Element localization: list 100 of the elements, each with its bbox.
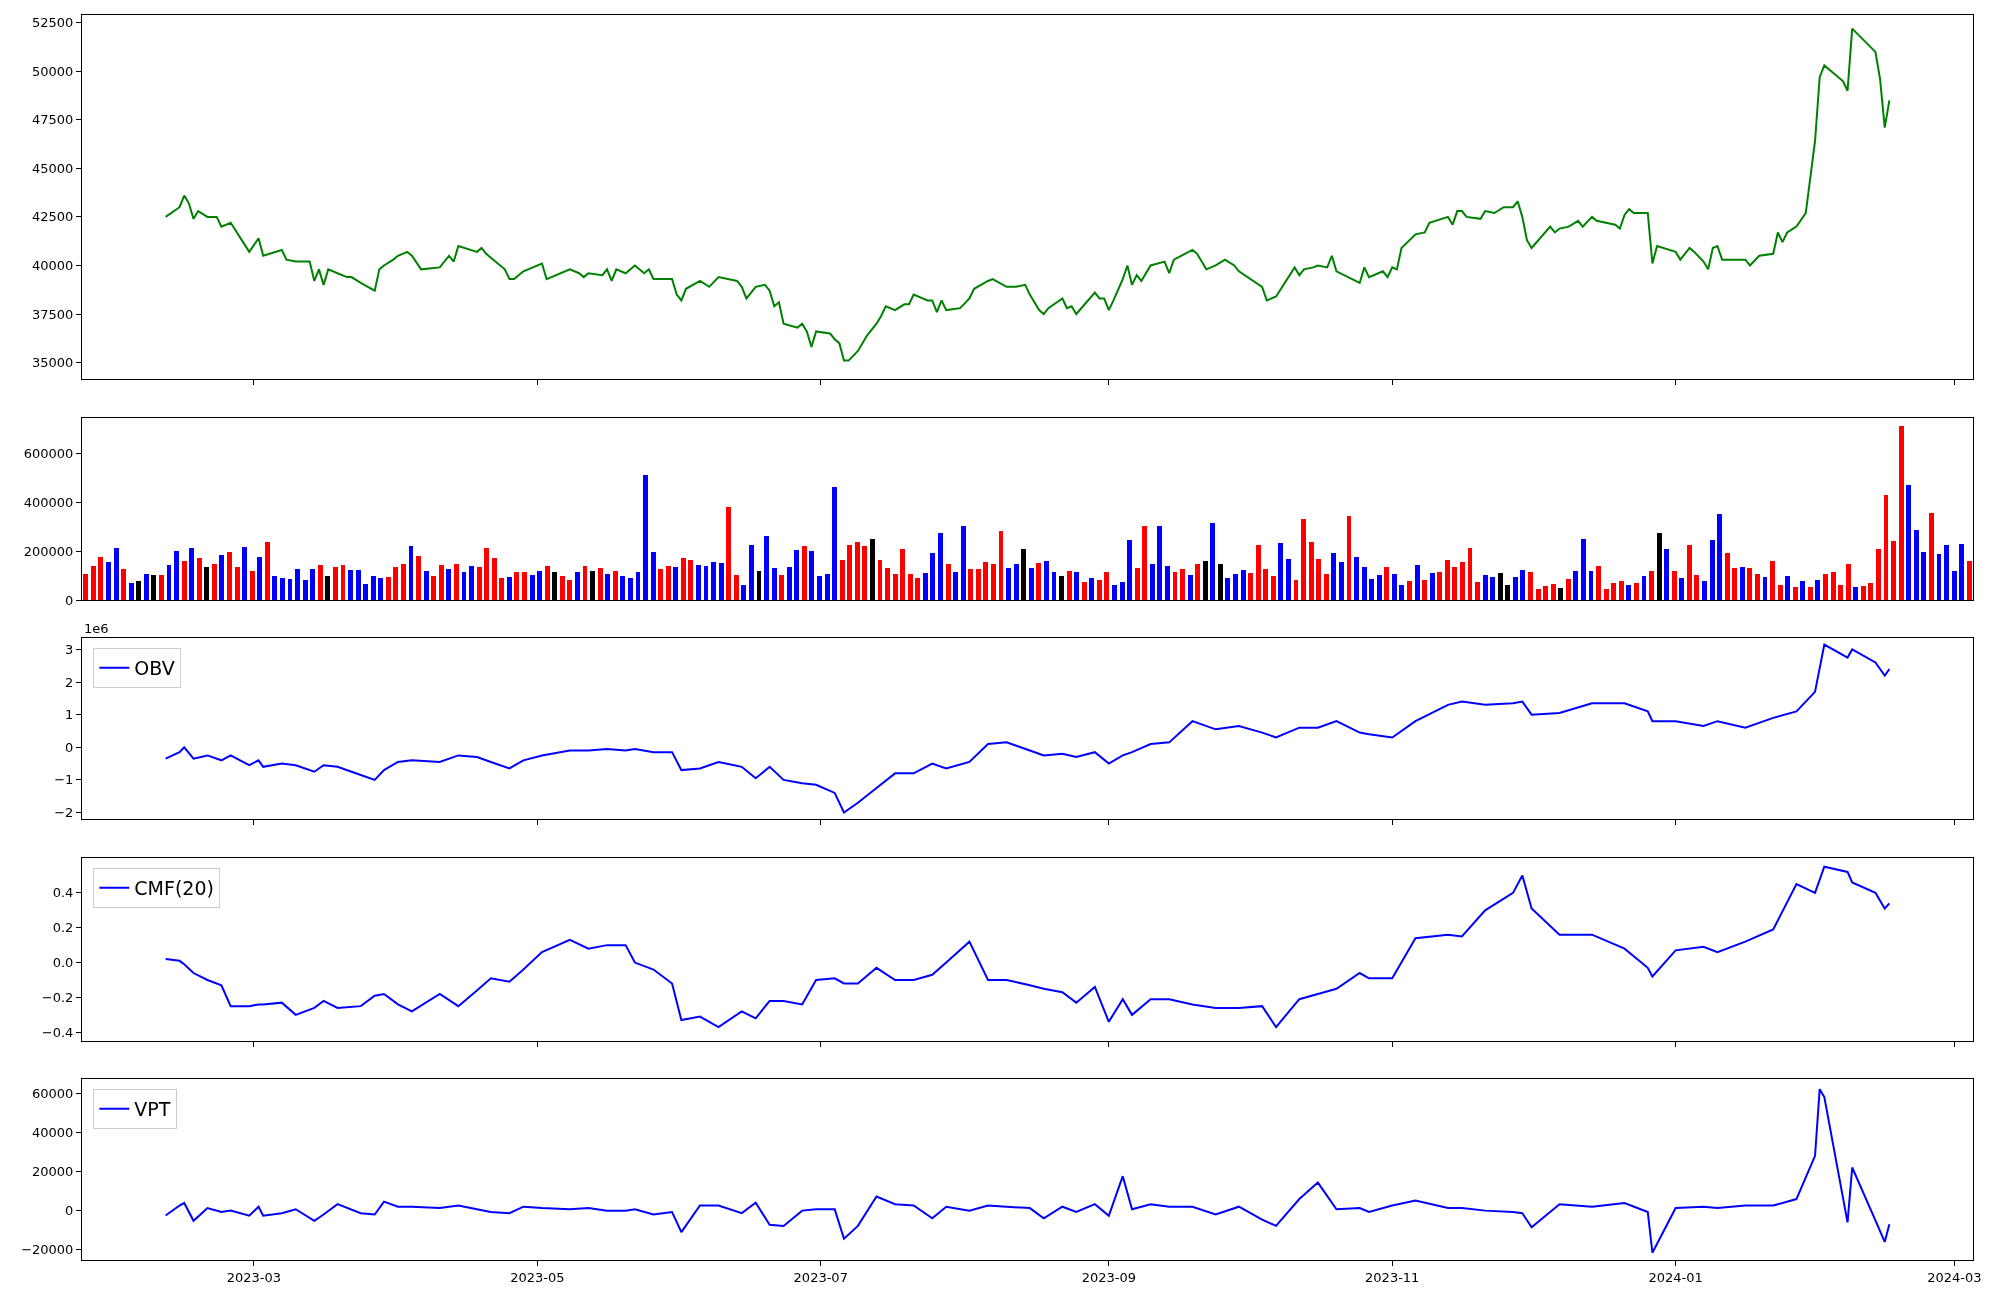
bar	[1710, 540, 1715, 601]
bar	[484, 548, 489, 601]
bar	[545, 566, 550, 601]
bar	[1089, 578, 1094, 601]
bar	[598, 568, 603, 601]
bar	[953, 572, 958, 601]
bar	[1747, 568, 1752, 601]
bar	[583, 566, 587, 601]
y-tick-label: −0.2	[41, 989, 74, 1005]
bar	[121, 569, 126, 601]
bar	[1921, 552, 1926, 601]
bar	[242, 547, 247, 601]
bar	[1316, 559, 1321, 601]
bar	[1309, 542, 1314, 601]
y-tick-label: 37500	[32, 306, 74, 322]
bar	[1399, 585, 1404, 601]
bar	[1263, 569, 1268, 601]
bar	[1793, 587, 1798, 601]
bar	[999, 531, 1003, 601]
bar	[1044, 561, 1049, 601]
bar	[908, 574, 913, 601]
bar	[1778, 585, 1783, 601]
bar	[1702, 581, 1707, 601]
y-tick-label: 1	[65, 707, 74, 723]
x-tick-label: 2023-09	[1081, 1269, 1136, 1285]
y-tick-label: 0.2	[52, 920, 74, 936]
bar	[1944, 545, 1949, 601]
bar	[416, 556, 421, 601]
bar	[280, 578, 285, 601]
bar	[1740, 567, 1745, 601]
bar	[454, 564, 459, 601]
legend-label: OBV	[134, 657, 175, 680]
bar	[144, 574, 149, 601]
bar	[915, 578, 920, 601]
bar	[303, 580, 308, 601]
bar	[1475, 582, 1480, 601]
bar	[356, 570, 361, 601]
bar	[1520, 570, 1525, 601]
bar	[719, 563, 724, 601]
bar	[1672, 571, 1677, 601]
bar	[1362, 567, 1367, 601]
bar	[1036, 563, 1041, 601]
bar	[968, 569, 973, 601]
bar	[1664, 549, 1669, 601]
bar	[1278, 543, 1283, 601]
bar	[1120, 582, 1125, 601]
bar	[129, 583, 134, 601]
bar	[779, 575, 784, 601]
bar	[991, 564, 996, 601]
bar	[1626, 585, 1631, 601]
bar	[424, 571, 429, 601]
bar	[1914, 530, 1919, 601]
bar	[1248, 573, 1253, 601]
bar	[1233, 574, 1238, 601]
y-tick-label: 40000	[32, 1124, 74, 1140]
bar	[666, 566, 671, 601]
bar	[174, 551, 179, 601]
bar	[363, 584, 368, 601]
bar	[348, 570, 353, 601]
bar	[636, 572, 640, 601]
bar	[817, 576, 822, 601]
bar	[1649, 571, 1654, 601]
bar	[825, 574, 830, 601]
bar	[643, 475, 648, 601]
bar	[961, 526, 966, 601]
y-tick-label: 40000	[32, 258, 74, 274]
bar	[658, 569, 663, 601]
bar	[1642, 576, 1646, 601]
bar	[1339, 562, 1344, 601]
bar	[1823, 574, 1828, 601]
bar	[159, 575, 164, 601]
bar	[560, 576, 565, 601]
y-tick-label: 0	[65, 739, 74, 755]
bar	[1884, 495, 1888, 601]
bar	[1589, 571, 1593, 601]
y-tick-label: 52500	[32, 15, 74, 31]
bar	[1127, 540, 1132, 601]
bar	[1377, 575, 1382, 601]
bar	[1430, 573, 1435, 601]
bar	[794, 550, 799, 601]
bar	[1180, 569, 1185, 601]
x-tick-label: 2023-03	[226, 1269, 282, 1285]
bar	[1052, 572, 1056, 601]
bar	[446, 569, 451, 601]
y-tick-label: 2	[65, 674, 74, 690]
bar	[696, 565, 701, 601]
line-series	[164, 27, 1891, 362]
bar	[1581, 539, 1586, 601]
y-tick-label: 600000	[23, 446, 74, 462]
bar	[1452, 567, 1457, 601]
bar	[1891, 541, 1896, 601]
bar	[840, 560, 845, 601]
bar	[605, 574, 610, 601]
bar	[1725, 553, 1730, 601]
y-tick-label: 0	[65, 1203, 74, 1219]
bar	[1868, 583, 1873, 601]
bar	[1445, 560, 1450, 601]
bar	[734, 575, 739, 601]
bar	[938, 533, 943, 601]
y-tick-label: 3	[65, 641, 74, 657]
